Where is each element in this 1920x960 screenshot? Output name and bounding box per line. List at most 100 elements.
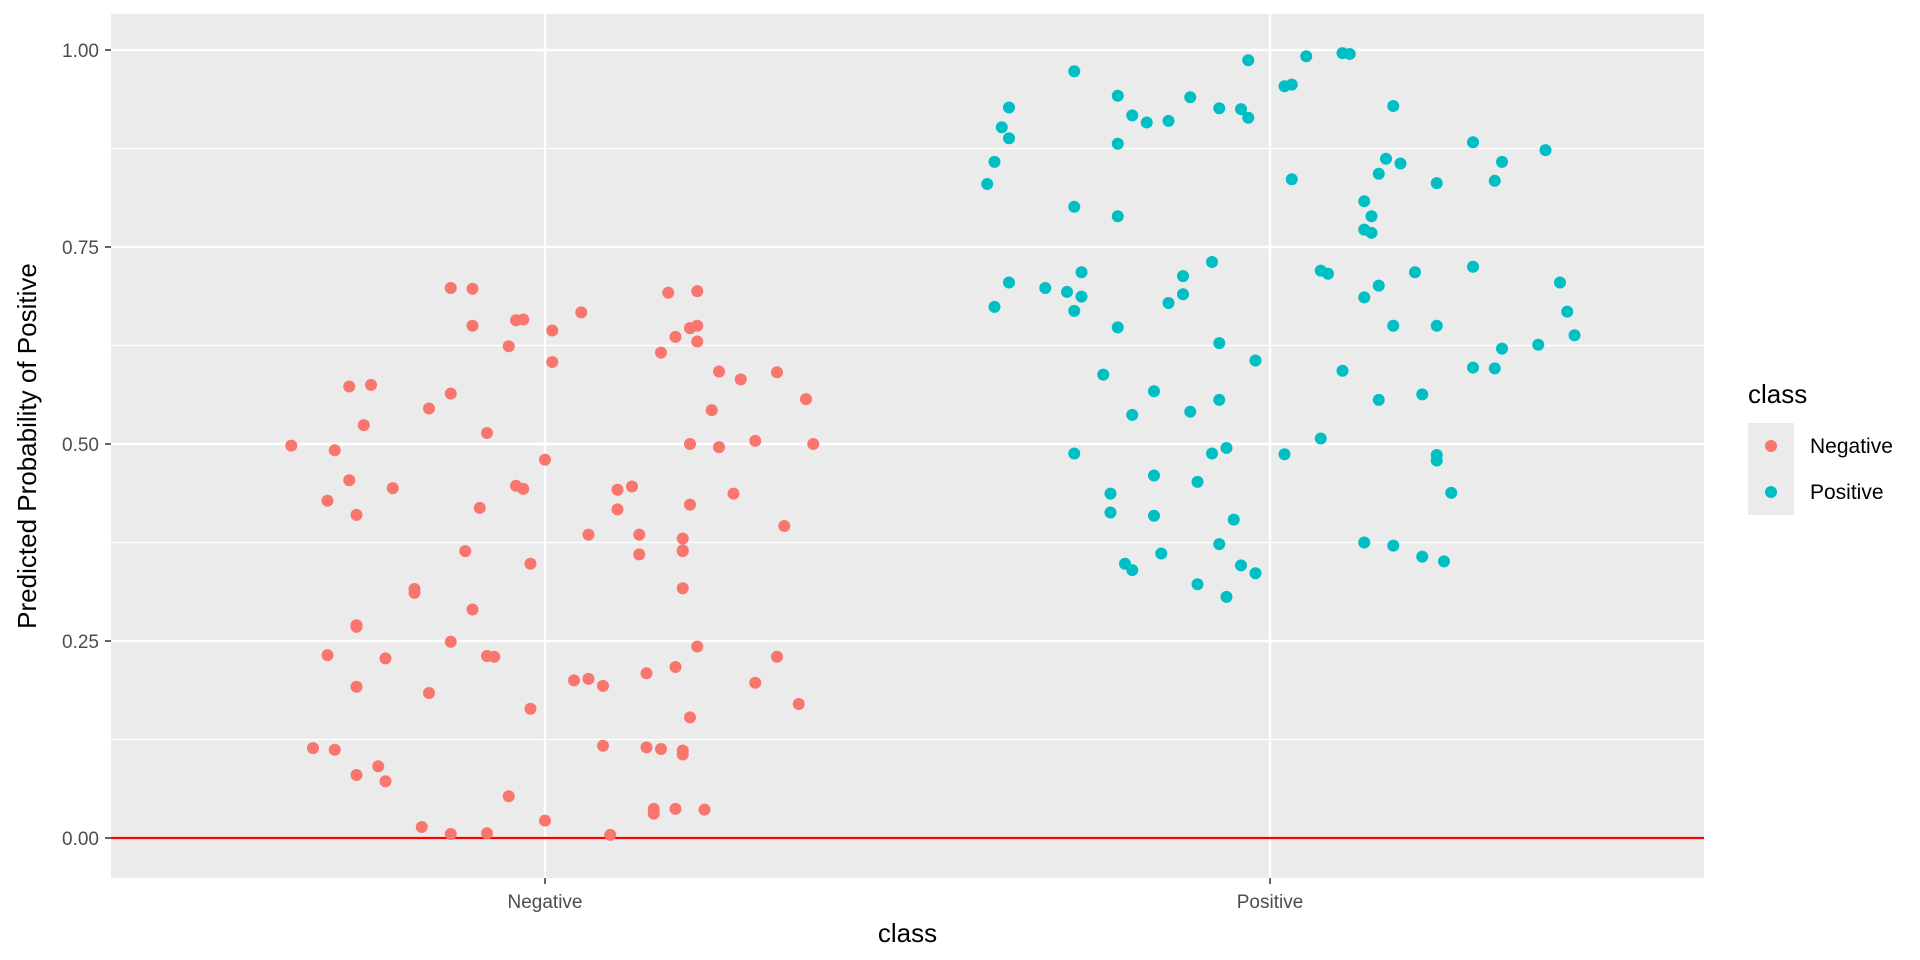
data-point-positive [1111, 137, 1124, 150]
data-point-negative [676, 748, 689, 761]
data-point-positive [1235, 103, 1247, 116]
data-point-positive [1097, 368, 1110, 381]
data-point-positive [1496, 342, 1508, 355]
data-point-positive [1314, 432, 1327, 445]
data-point-negative [662, 286, 675, 299]
data-point-positive [1416, 550, 1429, 563]
data-point-positive [1372, 393, 1385, 406]
x-tick-label: Positive [1237, 892, 1304, 913]
legend-label-positive: Positive [1810, 481, 1884, 504]
data-point-negative [647, 802, 660, 815]
data-point-negative [466, 603, 479, 616]
y-tick-label: 0.50 [62, 435, 99, 456]
data-point-positive [1126, 109, 1139, 122]
data-point-negative [481, 426, 493, 439]
data-point-negative [546, 356, 559, 369]
data-point-positive [1213, 337, 1226, 350]
data-point-positive [1300, 50, 1313, 63]
data-point-positive [1104, 487, 1117, 500]
legend-label-negative: Negative [1810, 435, 1893, 458]
data-point-positive [1322, 267, 1334, 280]
data-point-negative [473, 501, 486, 514]
data-point-negative [684, 498, 696, 511]
legend-key-point-negative [1765, 440, 1777, 452]
data-point-negative [691, 285, 704, 298]
data-point-positive [995, 121, 1008, 134]
data-point-negative [705, 404, 718, 417]
data-point-negative [365, 378, 377, 391]
data-point-negative [481, 827, 493, 840]
data-point-negative [778, 519, 791, 532]
y-axis-title: Predicted Probability of Positive [12, 263, 42, 629]
data-point-negative [684, 711, 696, 724]
data-point-positive [1119, 557, 1131, 570]
data-point-positive [988, 300, 1001, 313]
data-point-negative [502, 790, 515, 803]
data-point-positive [1213, 393, 1226, 406]
data-point-negative [611, 483, 624, 496]
data-point-negative [423, 402, 435, 415]
data-point-negative [408, 582, 421, 595]
data-point-positive [1438, 555, 1450, 568]
data-point-positive [1184, 91, 1197, 104]
points-layer [285, 47, 1581, 841]
data-point-negative [669, 330, 682, 343]
data-point-positive [1445, 486, 1458, 499]
data-point-positive [1177, 270, 1189, 283]
legend: class Negative Positive [1748, 379, 1893, 515]
data-point-positive [1140, 116, 1153, 129]
data-point-positive [1249, 354, 1262, 367]
data-point-negative [640, 667, 653, 680]
panel-background [111, 14, 1704, 878]
data-point-negative [321, 649, 334, 662]
data-point-positive [1162, 296, 1175, 309]
data-point-positive [1409, 266, 1421, 279]
data-point-positive [1394, 157, 1407, 170]
data-point-negative [328, 444, 341, 457]
data-point-negative [771, 366, 783, 379]
legend-title: class [1748, 379, 1807, 409]
data-point-positive [1249, 567, 1262, 580]
data-point-positive [1111, 89, 1124, 102]
data-point-negative [524, 557, 537, 570]
data-point-negative [575, 306, 588, 319]
data-point-negative [734, 373, 747, 386]
data-point-positive [1003, 101, 1015, 114]
data-point-negative [749, 676, 762, 689]
data-point-negative [444, 635, 457, 648]
data-point-positive [1467, 260, 1479, 273]
data-point-positive [1488, 174, 1501, 187]
data-point-positive [1358, 291, 1371, 304]
data-point-negative [800, 393, 812, 406]
data-point-positive [1148, 385, 1160, 398]
data-point-positive [1365, 226, 1378, 239]
data-point-negative [444, 828, 457, 841]
data-point-negative [691, 335, 704, 348]
data-point-negative [415, 820, 428, 833]
data-point-negative [343, 474, 356, 487]
data-point-positive [1554, 276, 1566, 289]
data-point-negative [676, 582, 689, 595]
data-point-negative [655, 742, 667, 755]
data-point-negative [539, 453, 551, 466]
data-point-positive [1387, 319, 1400, 332]
data-point-negative [466, 282, 479, 295]
data-point-negative [466, 319, 479, 332]
data-point-negative [611, 503, 624, 516]
data-point-positive [1430, 319, 1443, 332]
y-tick-label: 1.00 [62, 41, 99, 62]
data-point-positive [1242, 111, 1255, 124]
x-axis: Negative Positive [508, 878, 1304, 913]
data-point-negative [669, 661, 682, 674]
data-point-negative [676, 545, 689, 558]
data-point-negative [604, 828, 617, 841]
data-point-negative [597, 739, 609, 752]
data-point-positive [1068, 200, 1081, 213]
data-point-negative [749, 434, 762, 447]
data-point-positive [1191, 578, 1204, 591]
y-tick-label: 0.25 [62, 632, 99, 653]
data-point-positive [1242, 54, 1255, 67]
data-point-negative [307, 742, 319, 755]
data-point-positive [1387, 539, 1400, 552]
data-point-positive [1003, 276, 1015, 289]
